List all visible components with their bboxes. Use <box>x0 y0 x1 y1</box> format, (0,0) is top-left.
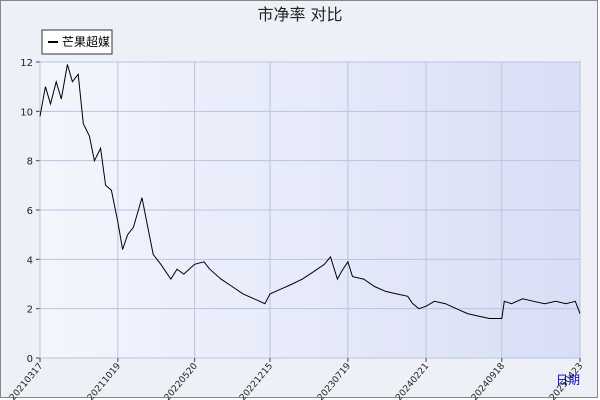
y-tick-label: 10 <box>20 107 33 118</box>
y-tick-label: 2 <box>27 305 33 316</box>
y-tick-label: 6 <box>27 206 33 217</box>
y-tick-label: 12 <box>20 58 33 69</box>
y-tick-label: 0 <box>27 354 33 365</box>
chart-title: 市净率 对比 <box>257 5 342 24</box>
line-series <box>39 64 581 319</box>
y-tick-label: 4 <box>27 255 33 266</box>
x-axis-label: 日期 <box>556 373 580 387</box>
y-tick-label: 8 <box>27 157 33 168</box>
legend-label: 芒果超媒 <box>62 34 110 49</box>
